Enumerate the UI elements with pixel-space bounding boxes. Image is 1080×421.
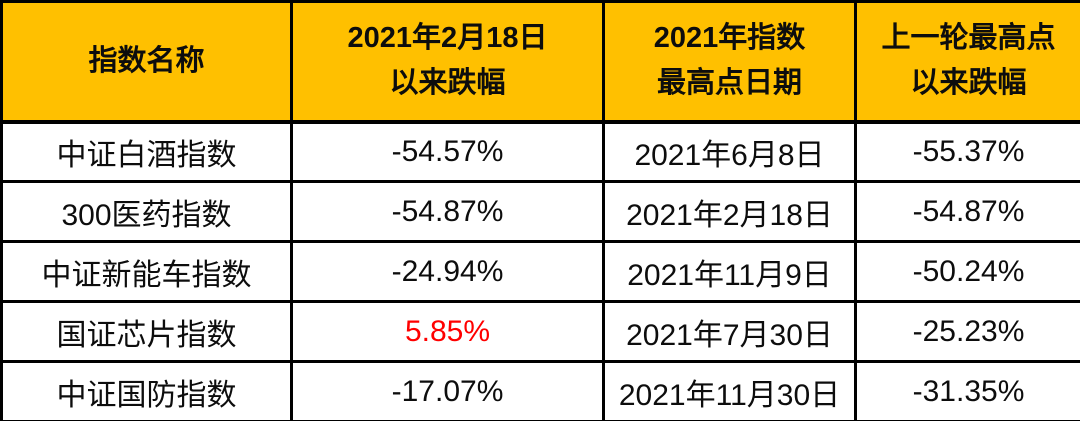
cell-drawdown-since-prev-peak: -55.37% xyxy=(854,120,1080,183)
column-header-line: 指数名称 xyxy=(88,44,205,77)
column-header-line: 2021年指数 xyxy=(653,22,806,55)
table-row: 中证白酒指数 -54.57% 2021年6月8日 -55.37% xyxy=(0,120,1080,183)
cell-drawdown-since-prev-peak: -54.87% xyxy=(854,180,1080,243)
header-row: 指数名称 2021年2月18日 以来跌幅 2021年指数 最高点日期 上一轮最高点 以来跌幅 xyxy=(0,0,1080,124)
column-header-line: 以来跌幅 xyxy=(910,67,1027,100)
table-body: 中证白酒指数 -54.57% 2021年6月8日 -55.37% 300医药指数 -54.… xyxy=(0,120,1080,421)
cell-drawdown-since-prev-peak: -25.23% xyxy=(854,300,1080,363)
cell-drawdown-since-feb18: -17.07% xyxy=(290,360,605,421)
column-header-line: 上一轮最高点 xyxy=(881,22,1056,55)
column-header-index-name: 指数名称 xyxy=(0,0,293,124)
column-header-line: 最高点日期 xyxy=(656,67,802,100)
cell-drawdown-since-prev-peak: -50.24% xyxy=(854,240,1080,303)
cell-peak-date-2021: 2021年11月9日 xyxy=(602,240,857,303)
column-header-line: 以来跌幅 xyxy=(389,67,506,100)
cell-drawdown-since-feb18: 5.85% xyxy=(290,300,605,363)
table-row: 中证新能车指数 -24.94% 2021年11月9日 -50.24% xyxy=(0,240,1080,303)
column-header-drawdown-since-feb18: 2021年2月18日 以来跌幅 xyxy=(290,0,605,124)
cell-index-name: 中证新能车指数 xyxy=(0,240,293,303)
column-header-line: 2021年2月18日 xyxy=(347,22,548,55)
cell-drawdown-since-feb18: -54.87% xyxy=(290,180,605,243)
table-row: 中证国防指数 -17.07% 2021年11月30日 -31.35% xyxy=(0,360,1080,421)
cell-drawdown-since-feb18: -24.94% xyxy=(290,240,605,303)
cell-index-name: 国证芯片指数 xyxy=(0,300,293,363)
cell-drawdown-since-feb18: -54.57% xyxy=(290,120,605,183)
cell-peak-date-2021: 2021年11月30日 xyxy=(602,360,857,421)
table-row: 国证芯片指数 5.85% 2021年7月30日 -25.23% xyxy=(0,300,1080,363)
cell-index-name: 中证国防指数 xyxy=(0,360,293,421)
cell-index-name: 中证白酒指数 xyxy=(0,120,293,183)
cell-peak-date-2021: 2021年6月8日 xyxy=(602,120,857,183)
cell-peak-date-2021: 2021年7月30日 xyxy=(602,300,857,363)
column-header-peak-date-2021: 2021年指数 最高点日期 xyxy=(602,0,857,124)
table-row: 300医药指数 -54.87% 2021年2月18日 -54.87% xyxy=(0,180,1080,243)
cell-peak-date-2021: 2021年2月18日 xyxy=(602,180,857,243)
cell-index-name: 300医药指数 xyxy=(0,180,293,243)
column-header-drawdown-since-prev-peak: 上一轮最高点 以来跌幅 xyxy=(854,0,1080,124)
cell-drawdown-since-prev-peak: -31.35% xyxy=(854,360,1080,421)
